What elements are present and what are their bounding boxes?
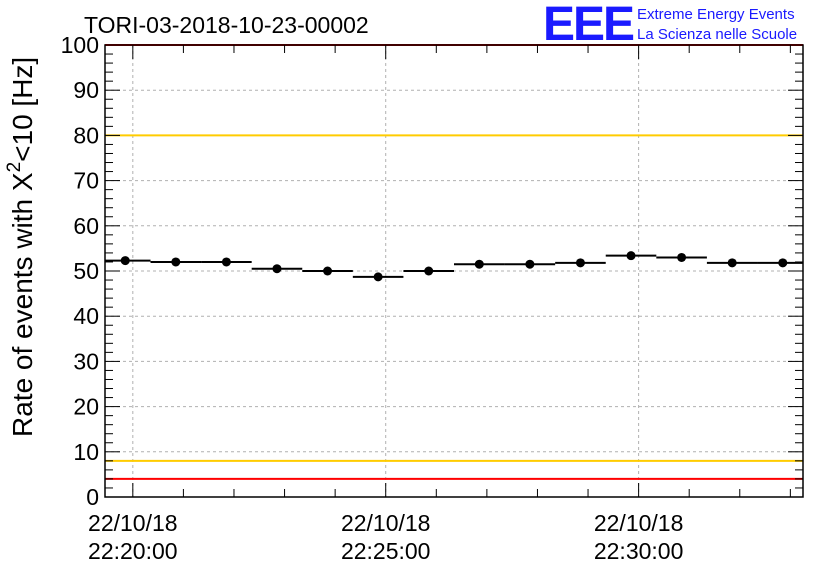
eee-logo: EEE Extreme Energy Events La Scienza nel… (543, 0, 797, 51)
y-axis-label: Rate of events with X2<10 [Hz] (4, 57, 38, 437)
axes: 010203040506070809010022/10/1822:20:0022… (61, 32, 804, 564)
y-label-prefix: Rate of events with X (7, 172, 38, 437)
data-point (171, 257, 181, 267)
logo-mark: EEE (543, 0, 634, 51)
chart-title: TORI-03-2018-10-23-00002 (84, 12, 369, 38)
x-tick-time: 22:30:00 (594, 538, 684, 564)
data-point (525, 259, 535, 269)
data-point (120, 256, 130, 266)
y-tick-label: 90 (73, 77, 99, 103)
x-tick-time: 22:20:00 (88, 538, 178, 564)
data-series (105, 251, 803, 282)
data-point (727, 258, 737, 268)
data-point (474, 259, 484, 269)
data-point (221, 257, 231, 267)
data-point (778, 258, 788, 268)
data-point (373, 272, 383, 282)
y-tick-label: 100 (61, 32, 99, 58)
x-tick-date: 22/10/18 (594, 510, 684, 536)
data-point (575, 258, 585, 268)
y-tick-label: 40 (73, 303, 99, 329)
data-point (424, 266, 434, 276)
data-point (626, 251, 636, 261)
y-tick-label: 70 (73, 168, 99, 194)
logo-line1: Extreme Energy Events (637, 6, 795, 23)
x-tick-date: 22/10/18 (341, 510, 431, 536)
x-tick-time: 22:25:00 (341, 538, 431, 564)
y-tick-label: 50 (73, 258, 99, 284)
data-point (323, 266, 333, 276)
x-tick-date: 22/10/18 (88, 510, 178, 536)
y-tick-label: 0 (86, 484, 99, 510)
y-label-superscript: 2 (4, 162, 25, 173)
logo-line2: La Scienza nelle Scuole (637, 26, 797, 43)
data-point (677, 252, 687, 262)
y-tick-label: 10 (73, 439, 99, 465)
y-tick-label: 30 (73, 348, 99, 374)
y-label-suffix: <10 [Hz] (7, 57, 38, 162)
y-tick-label: 80 (73, 122, 99, 148)
y-tick-label: 60 (73, 213, 99, 239)
y-tick-label: 20 (73, 394, 99, 420)
data-point (272, 264, 282, 274)
